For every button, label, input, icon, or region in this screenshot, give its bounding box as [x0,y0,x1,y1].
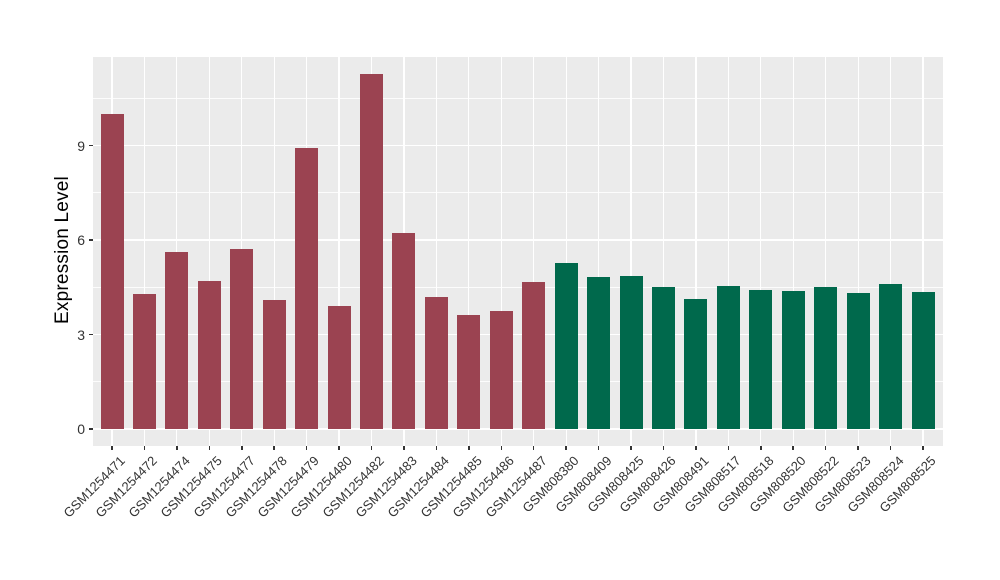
gridline-v [435,57,437,446]
bar [295,148,319,429]
gridline-v [792,57,794,446]
x-tick-mark [565,446,567,450]
bar [554,262,578,429]
x-tick-mark [695,446,697,450]
gridline-minor-h [93,97,943,99]
y-tick-label: 3 [77,326,85,343]
gridline-v [273,57,275,446]
gridline-major-h [93,144,943,147]
y-tick-mark [89,333,93,336]
gridline-v [500,57,502,446]
x-tick-mark [370,446,373,450]
x-tick-mark [792,446,794,450]
x-tick-mark [403,446,405,450]
x-tick-mark [273,446,275,450]
bar [846,293,870,429]
x-tick-mark [435,446,438,450]
x-tick-mark [662,446,665,450]
gridline-v [857,57,859,446]
x-tick-mark [597,446,600,450]
bar [651,287,675,429]
gridline-major-h [93,333,943,336]
bar [392,232,416,429]
plot-panel [93,57,943,446]
y-tick-mark [89,428,93,430]
x-tick-mark [143,446,146,450]
gridline-v [598,57,600,446]
gridline-v [662,57,665,446]
bar [457,314,481,429]
bar [489,310,513,429]
bar [230,249,254,429]
bar [132,294,156,429]
bar [327,306,351,429]
bar [262,300,286,429]
gridline-v [533,57,535,446]
x-tick-mark [630,446,632,450]
x-tick-mark [176,446,178,450]
gridline-v [338,57,340,446]
bar [781,291,805,429]
gridline-minor-h [93,286,943,288]
bar [911,291,935,429]
bar [619,276,643,429]
bar [522,282,546,429]
gridline-v [760,57,762,446]
gridline-v [565,57,567,446]
x-tick-mark [727,446,730,450]
x-tick-mark [241,446,243,450]
bar [814,286,838,429]
x-tick-mark [500,446,503,450]
gridline-minor-h [93,192,943,194]
x-tick-mark [111,446,113,450]
bar [360,73,384,429]
gridline-v [825,57,827,446]
bar [424,297,448,429]
gridline-major-h [93,239,943,241]
y-tick-mark [89,144,93,147]
gridline-v [208,57,210,446]
bar [684,299,708,429]
gridline-minor-h [93,381,943,383]
x-tick-mark [922,446,924,450]
y-tick-label: 6 [77,232,85,248]
x-tick-mark [857,446,859,450]
y-tick-mark [89,239,93,241]
bar [716,285,740,429]
gridline-major-h [93,428,943,430]
gridline-v [727,57,729,446]
gridline-v [468,57,470,446]
gridline-v [922,57,924,446]
y-tick-label: 9 [77,137,85,154]
x-tick-mark [889,446,892,450]
bar [100,114,124,429]
x-tick-mark [760,446,762,450]
x-tick-mark [208,446,211,450]
x-tick-mark [468,446,470,450]
gridline-v [176,57,178,446]
bar [749,290,773,429]
x-tick-mark [824,446,827,450]
y-axis-title: Expression Level [52,176,73,324]
gridline-v [695,57,697,446]
bar [165,251,189,429]
gridline-v [143,57,146,446]
bar [197,280,221,429]
y-tick-label: 0 [77,421,85,437]
bar [587,277,611,429]
gridline-v [889,57,892,446]
x-tick-mark [338,446,340,450]
gridline-v [630,57,632,446]
bar [879,284,903,429]
x-tick-mark [532,446,535,450]
x-tick-mark [305,446,308,450]
